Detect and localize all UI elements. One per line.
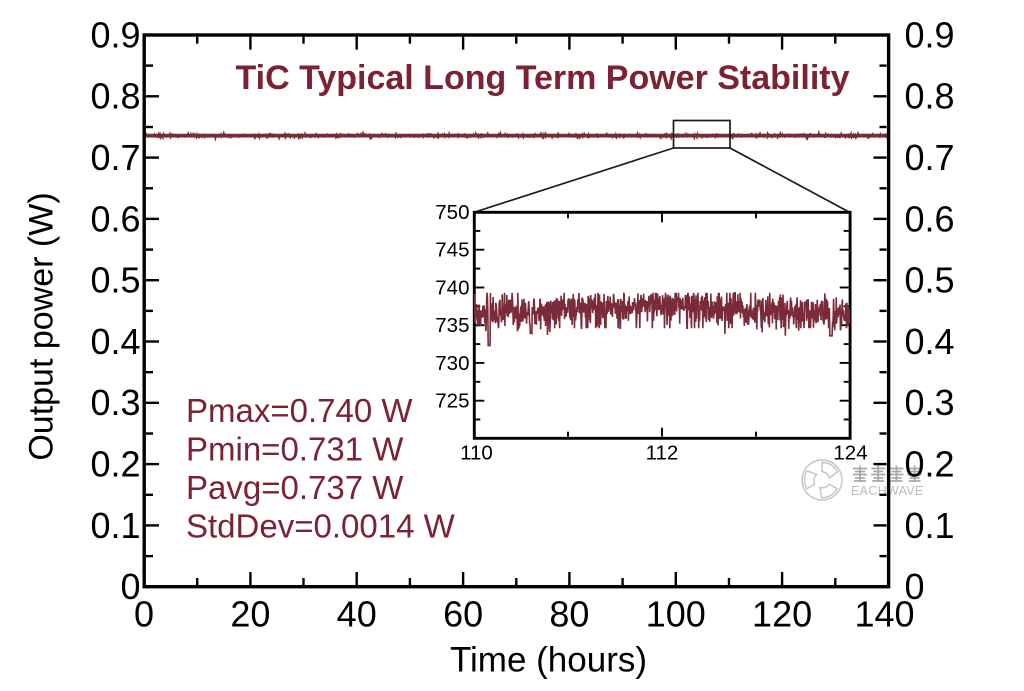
svg-text:124: 124 [833, 442, 867, 465]
svg-text:100: 100 [646, 594, 706, 635]
svg-text:0.8: 0.8 [90, 76, 140, 117]
svg-text:0.1: 0.1 [905, 505, 955, 546]
svg-text:Time (hours): Time (hours) [450, 641, 647, 680]
svg-text:0.5: 0.5 [905, 260, 955, 301]
svg-text:745: 745 [435, 239, 469, 262]
svg-text:0.1: 0.1 [90, 505, 140, 546]
svg-text:40: 40 [337, 594, 377, 635]
svg-text:725: 725 [435, 390, 469, 413]
svg-text:0.5: 0.5 [90, 260, 140, 301]
svg-text:112: 112 [646, 442, 679, 465]
svg-text:735: 735 [435, 314, 469, 337]
svg-text:20: 20 [230, 594, 270, 635]
svg-text:0.2: 0.2 [90, 444, 140, 485]
svg-text:0: 0 [134, 594, 154, 635]
svg-text:750: 750 [435, 201, 469, 224]
svg-text:0.2: 0.2 [905, 444, 955, 485]
svg-text:0.8: 0.8 [905, 76, 955, 117]
svg-text:Pmax=0.740 W: Pmax=0.740 W [186, 392, 413, 429]
svg-text:0.6: 0.6 [905, 198, 955, 239]
svg-text:0.3: 0.3 [90, 382, 140, 423]
svg-text:StdDev=0.0014 W: StdDev=0.0014 W [186, 508, 456, 545]
svg-text:110: 110 [460, 442, 493, 465]
svg-text:0.9: 0.9 [90, 14, 140, 55]
svg-text:0.7: 0.7 [90, 137, 140, 178]
svg-text:0.4: 0.4 [905, 321, 955, 362]
svg-text:740: 740 [435, 277, 469, 300]
svg-text:140: 140 [854, 594, 914, 635]
svg-text:0.7: 0.7 [905, 137, 955, 178]
svg-text:120: 120 [752, 594, 812, 635]
svg-text:Output power (W): Output power (W) [23, 192, 61, 460]
svg-text:TiC Typical Long Term Power St: TiC Typical Long Term Power Stability [236, 59, 850, 97]
svg-text:Pavg=0.737 W: Pavg=0.737 W [186, 469, 404, 506]
svg-text:0: 0 [120, 566, 140, 607]
svg-text:80: 80 [549, 594, 589, 635]
svg-text:Pmin=0.731 W: Pmin=0.731 W [186, 431, 404, 468]
svg-text:0.4: 0.4 [90, 321, 140, 362]
svg-text:0.9: 0.9 [905, 14, 955, 55]
svg-text:730: 730 [435, 352, 469, 375]
svg-text:60: 60 [443, 594, 483, 635]
svg-text:0: 0 [905, 566, 925, 607]
svg-text:0.6: 0.6 [90, 198, 140, 239]
svg-text:0.3: 0.3 [905, 382, 955, 423]
